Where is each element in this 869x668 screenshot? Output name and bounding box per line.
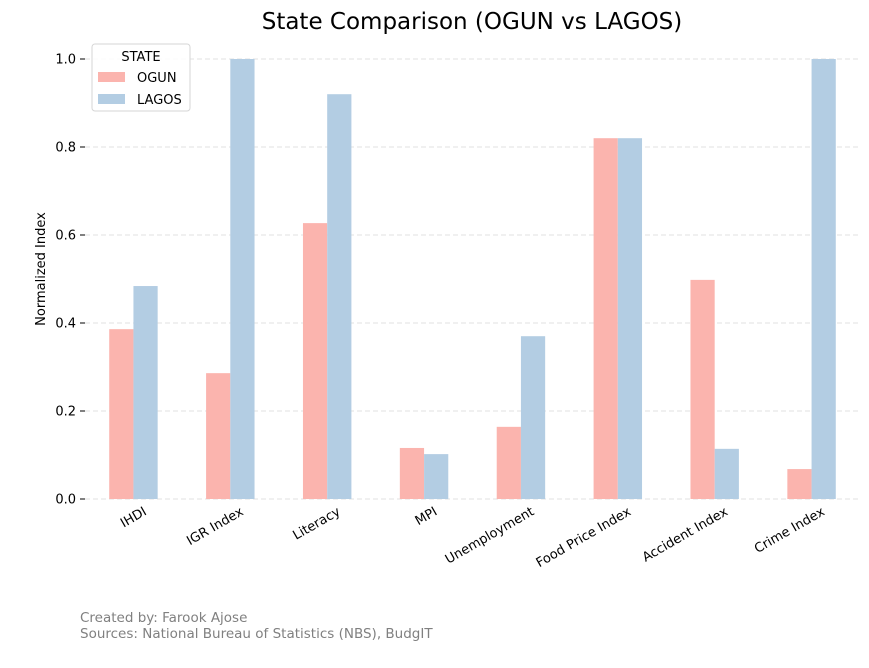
bar-lagos-literacy [327, 94, 352, 499]
y-tick-label: 0.6 [55, 229, 76, 244]
legend-label-lagos: LAGOS [137, 93, 182, 108]
x-tick-label: Unemployment [443, 504, 537, 567]
gridlines [85, 58, 860, 500]
y-tick-label: 0.0 [55, 493, 76, 508]
bar-lagos-unemployment [520, 336, 546, 499]
y-tick-label: 1.0 [55, 53, 76, 68]
x-axis: IHDI IGR Index Literacy MPI UnemploymentFood… [118, 504, 828, 571]
legend-swatch-ogun [98, 72, 125, 82]
bars [109, 59, 836, 499]
footer: Created by: Farook Ajose Sources: Nation… [80, 610, 433, 642]
bar-ogun-unemployment [496, 426, 521, 499]
bar-ogun-literacy [302, 223, 328, 499]
bar-ogun-accident-index [690, 279, 715, 499]
bar-lagos-mpi [424, 454, 449, 499]
bar-lagos-ihdi [133, 286, 158, 499]
bar-ogun-mpi [399, 447, 425, 499]
x-tick-label: Accident Index [640, 504, 731, 565]
bar-ogun-crime-index [787, 469, 812, 499]
y-tick-label: 0.4 [55, 317, 76, 332]
x-tick-label: IGR Index [184, 504, 246, 549]
bar-lagos-accident-index [714, 448, 739, 499]
footer-sources: Sources: National Bureau of Statistics (… [80, 626, 433, 642]
legend-label-ogun: OGUN [137, 71, 177, 86]
chart-title: State Comparison (OGUN vs LAGOS) [262, 9, 683, 35]
x-tick-label: IHDI [118, 504, 149, 531]
bar-lagos-crime-index [811, 59, 836, 499]
bar-lagos-igr-index [230, 59, 255, 499]
y-tick-label: 0.8 [55, 141, 76, 156]
footer-created-by: Created by: Farook Ajose [80, 610, 248, 626]
legend: STATE OGUN LAGOS [91, 43, 191, 112]
legend-swatch-lagos [98, 94, 125, 104]
y-tick-label: 0.2 [55, 405, 76, 420]
x-tick-label: Crime Index [752, 504, 828, 556]
y-axis-label: Normalized Index [34, 212, 49, 326]
bar-ogun-igr-index [206, 373, 231, 499]
bar-ogun-ihdi [109, 329, 134, 499]
y-axis: 0.0 0.2 0.4 0.6 0.8 1.0 [55, 53, 85, 508]
x-tick-label: MPI [413, 504, 440, 528]
bar-lagos-food-price-index [617, 138, 643, 499]
x-tick-label: Literacy [291, 504, 344, 543]
legend-title: STATE [121, 50, 160, 65]
x-tick-label: Food Price Index [534, 504, 634, 571]
bar-ogun-food-price-index [593, 138, 618, 499]
